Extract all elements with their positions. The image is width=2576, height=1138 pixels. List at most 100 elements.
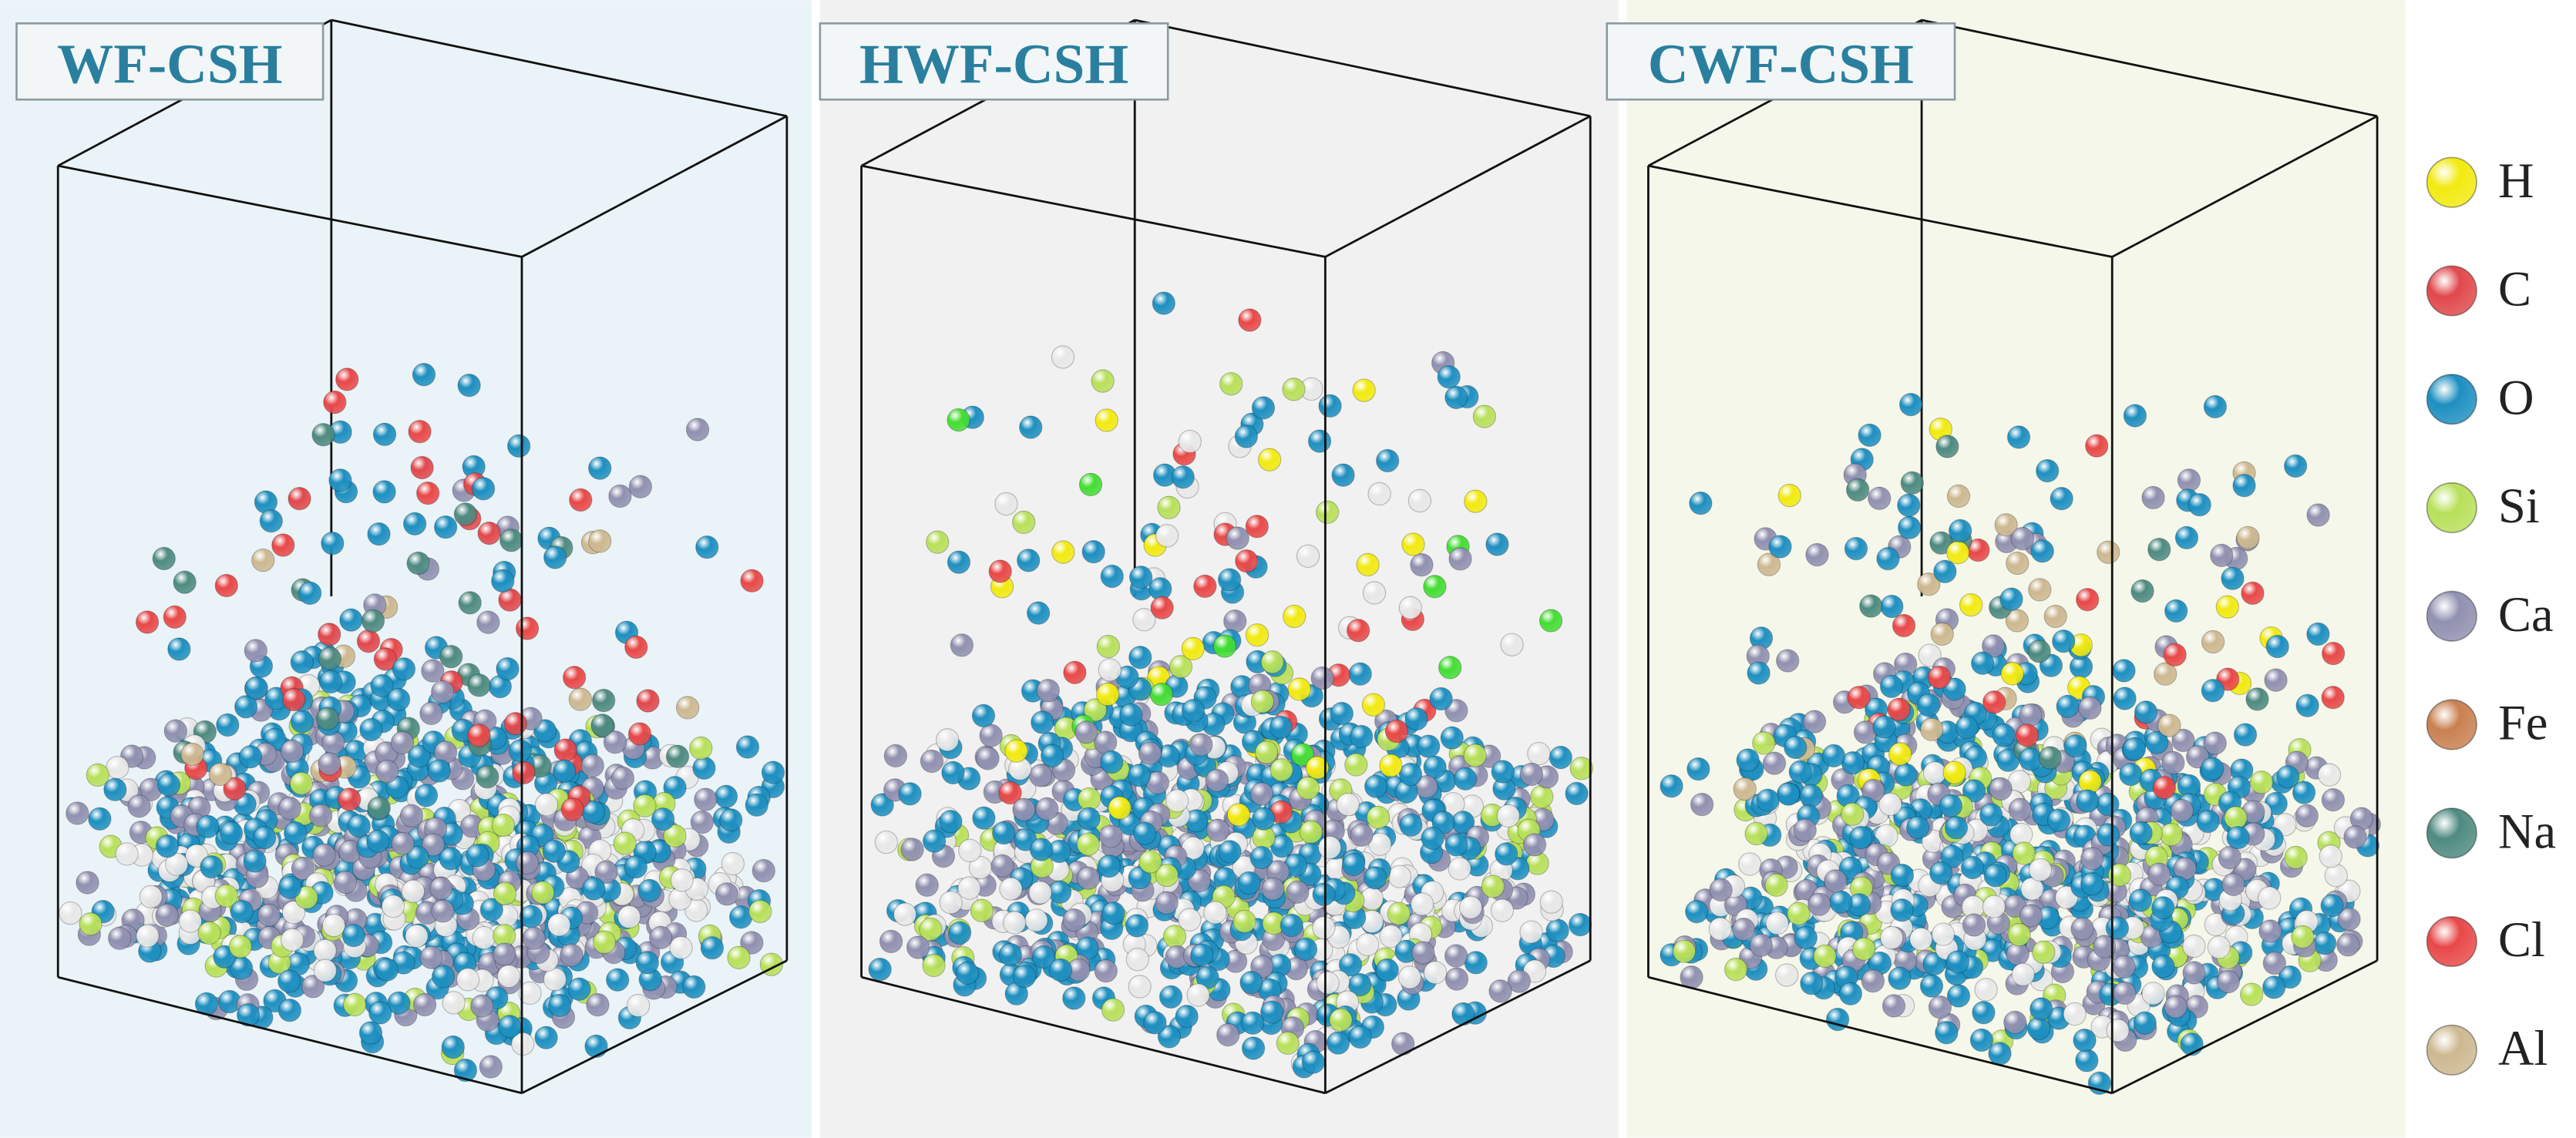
atom [1128,646,1152,670]
atom [715,882,739,906]
atom [994,492,1018,516]
atom [663,824,687,848]
atom [1398,762,1423,787]
atom [990,854,1014,878]
atom [1454,767,1478,791]
atom [1982,690,2006,714]
atom [1928,995,1952,1019]
atom [1004,739,1028,763]
atom [682,975,706,999]
atom [1999,587,2023,611]
atom [442,991,466,1015]
atom [2028,858,2053,882]
atom [1312,882,1336,906]
atom [2119,762,2143,787]
atom [1738,852,1762,876]
atom [471,477,496,501]
atom [2015,723,2040,747]
atom [2188,492,2211,517]
atom [2245,687,2269,711]
atom [1181,699,1206,723]
atom [103,777,127,801]
atom [1235,549,1259,573]
atom [318,646,342,670]
box-edge [331,18,788,118]
atom [391,831,415,855]
legend-swatch [2426,374,2477,425]
atom [1410,552,1434,577]
atom [988,559,1012,583]
atom [1150,596,1174,619]
atom [1175,1005,1199,1029]
atom [467,723,491,747]
atom [257,903,281,928]
atom [665,744,690,768]
box-edge [1921,18,2378,118]
atom [476,765,499,789]
atom [163,605,187,629]
atom [2133,1011,2157,1035]
atom [2207,935,2231,959]
atom [1539,890,1563,914]
atom [496,656,520,681]
atom [366,829,390,853]
atom [2130,579,2154,603]
atom [1017,549,1041,572]
atom [675,696,700,720]
atom [2177,468,2201,492]
atom [370,673,394,698]
atom [883,744,908,768]
atom [1495,842,1518,866]
atom [2032,940,2056,964]
atom [1012,510,1036,535]
atom [456,968,480,992]
atom [2152,776,2177,800]
atom [1063,660,1087,684]
atom [1301,1050,1326,1074]
atom [748,899,772,924]
atom [2000,662,2024,686]
atom [1931,922,1956,946]
atom [1282,378,1306,401]
legend-swatch [2426,915,2477,968]
atom [1318,394,1342,418]
panel: CWF-CSH [1606,18,2381,1095]
atom [453,1058,478,1083]
atom [752,858,775,883]
atom [1732,918,1756,942]
panels: WF-CSH HWF-CSH CWF-CSH [15,18,2381,1095]
atom [2295,693,2319,717]
atom [1077,807,1101,831]
legend-label: Na [2498,804,2556,858]
atom [139,885,163,908]
atom [392,657,416,681]
atom [560,943,583,967]
box-edge [521,959,788,1094]
atom [569,488,593,512]
atom [372,422,397,446]
atom [508,739,532,763]
atom [1946,984,1971,1008]
atom [2112,659,2136,683]
atom [1094,958,1118,983]
atom [412,992,437,1017]
atom [1522,833,1547,857]
atom [1444,833,1468,857]
atom [1800,972,1824,995]
atom [1519,762,1544,787]
atom [1178,908,1202,932]
atom [957,876,981,900]
atom [1181,636,1206,661]
atom [244,639,267,663]
atom [1187,869,1212,893]
atom [906,935,930,959]
atom [1299,820,1323,844]
atom [2284,845,2308,870]
atom [1125,948,1150,972]
atom [740,931,764,955]
atom [431,899,455,923]
atom [915,873,939,897]
legend-swatch [2426,699,2477,750]
atom [2196,809,2220,834]
